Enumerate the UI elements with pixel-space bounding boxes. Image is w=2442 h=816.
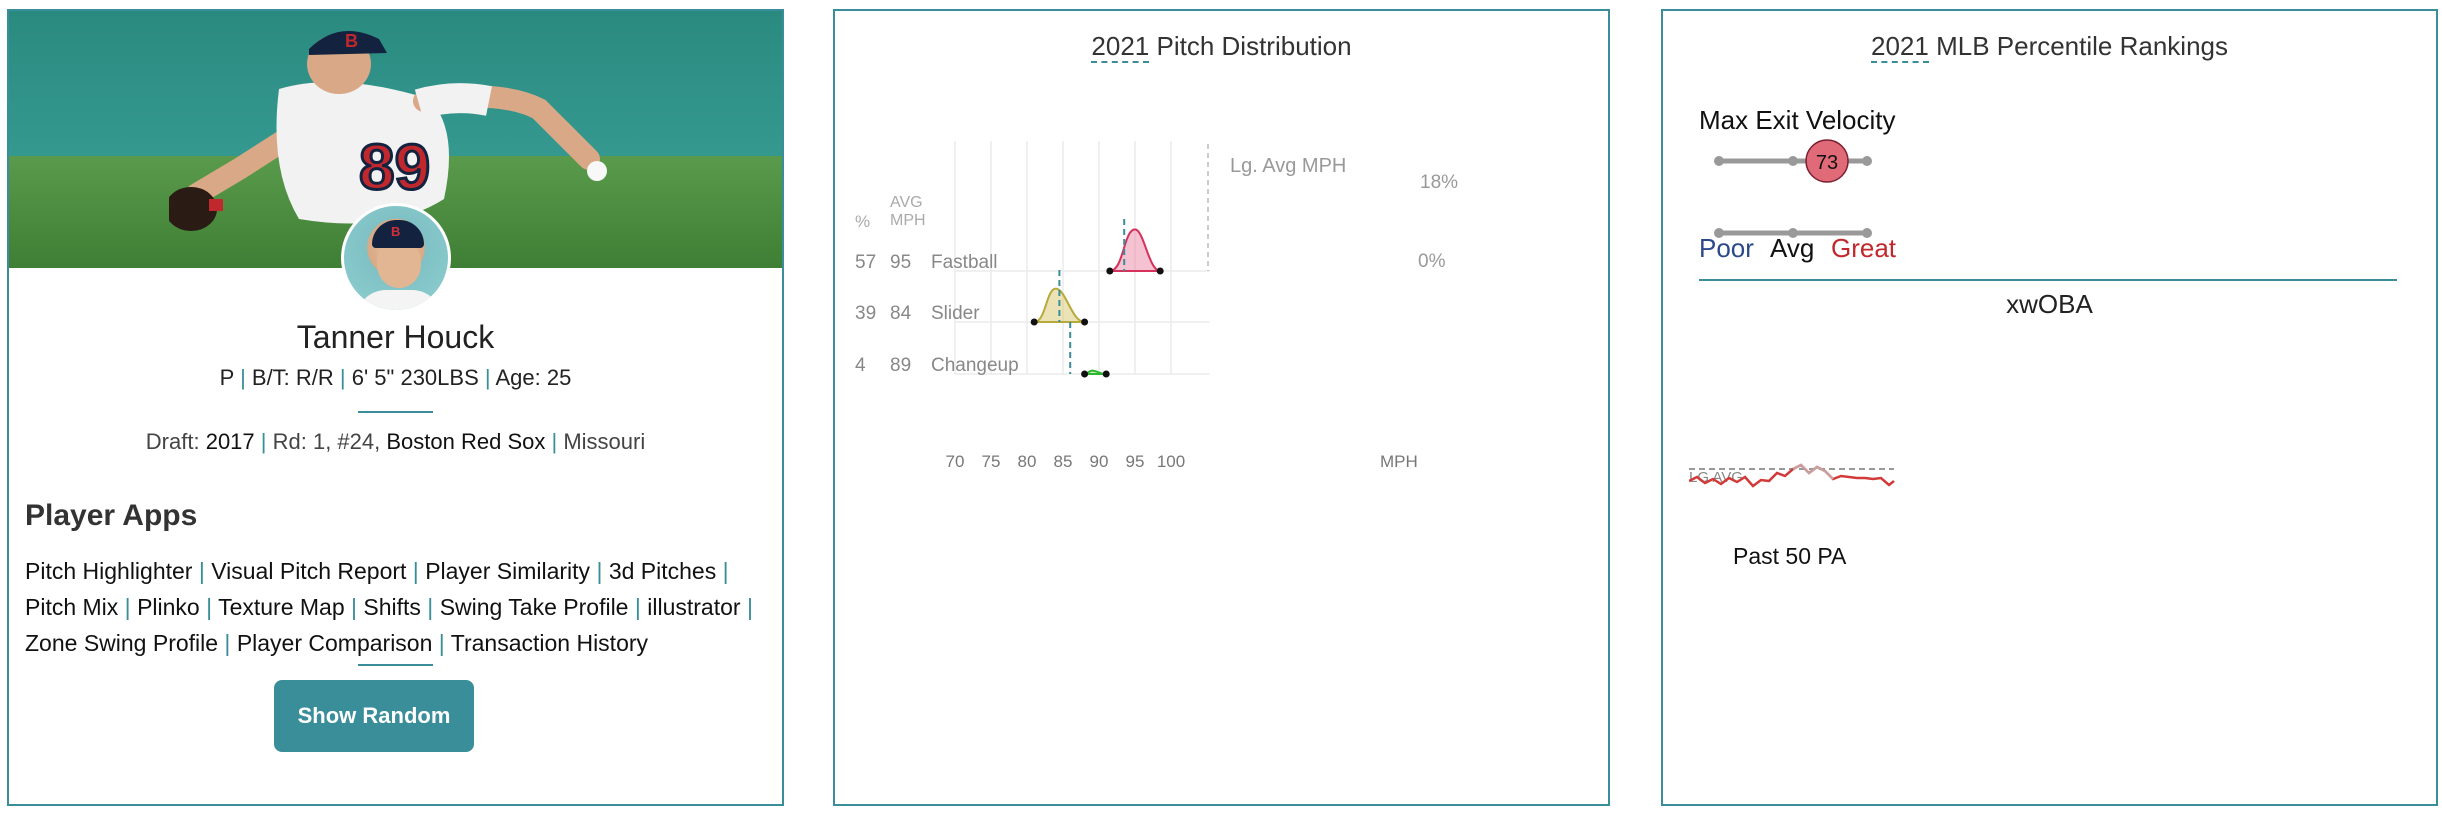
divider (1699, 279, 2397, 281)
app-link-texture-map[interactable]: Texture Map (218, 594, 345, 620)
player-draft: Draft: 2017 | Rd: 1, #24, Boston Red Sox… (145, 429, 646, 454)
pitcher-photo: 89 B (169, 31, 607, 231)
draft-year: 2017 (205, 429, 255, 454)
divider (358, 664, 433, 666)
xwoba-sparkline: LG AVG (1689, 463, 1895, 488)
x-tick-label: 75 (982, 452, 1001, 471)
pitch-distribution-card: 2021 Pitch Distribution % AVG MPH Lg. Av… (833, 9, 1610, 806)
curve-endpoint (1081, 318, 1089, 326)
pitch-type-label: Changeup (931, 355, 1019, 376)
pitch-type-label: Fastball (931, 252, 998, 273)
app-link-pitch-mix[interactable]: Pitch Mix (25, 594, 119, 620)
player-apps-list: Pitch Highlighter | Visual Pitch Report … (25, 558, 753, 656)
player-name: Tanner Houck (296, 319, 495, 355)
curve-endpoint (1081, 370, 1089, 378)
draft-team: Boston Red Sox (386, 429, 546, 454)
player-apps-title: Player Apps (25, 499, 198, 532)
curve-endpoint (1156, 267, 1164, 275)
player-card: 89 B B Tanner Houck P | B/T: R/R | 6' 5"… (7, 9, 784, 806)
percentile-rankings-title: 2021 MLB Percentile Rankings (1871, 31, 2228, 63)
pitch-avg-mph: 84 (890, 303, 912, 324)
legend-great: Great (1831, 233, 1897, 263)
xwoba-title: xwOBA (2006, 289, 2093, 319)
metric-max-exit-velocity-label: Max Exit Velocity (1699, 105, 1896, 135)
x-tick-label: 70 (946, 452, 965, 471)
pitch-density-curve (1109, 228, 1161, 272)
player-avatar: B (341, 203, 451, 313)
app-link-shifts[interactable]: Shifts (363, 594, 421, 620)
player-bio: P | B/T: R/R | 6' 5" 230LBS | Age: 25 (219, 365, 572, 390)
percentile-rankings-year[interactable]: 2021 (1871, 31, 1929, 63)
col-avg-header: AVG (890, 194, 923, 211)
app-link-3d-pitches[interactable]: 3d Pitches (608, 558, 717, 584)
app-link-player-similarity[interactable]: Player Similarity (425, 558, 591, 584)
x-tick-label: 80 (1018, 452, 1037, 471)
pitch-type-label: Slider (931, 303, 980, 324)
pitch-distribution-chart: % AVG MPH Lg. Avg MPH 18% 0% MPH 70 75 80 8… (855, 141, 1458, 471)
pitch-usage-pct: 57 (855, 252, 876, 273)
curve-endpoint (1030, 318, 1038, 326)
past-50-pa-caption: Past 50 PA (1733, 543, 1847, 569)
lg-avg-mph-label: Lg. Avg MPH (1230, 155, 1346, 177)
pitch-distribution-title: 2021 Pitch Distribution (1091, 31, 1352, 63)
draft-round: Rd: 1, #24, (272, 429, 381, 454)
player-age: Age: 25 (495, 365, 572, 390)
col-mph-header: MPH (890, 212, 926, 229)
x-tick-label: 100 (1157, 452, 1185, 471)
app-link-visual-pitch-report[interactable]: Visual Pitch Report (211, 558, 407, 584)
x-tick-label: 85 (1054, 452, 1073, 471)
draft-school: Missouri (563, 429, 646, 454)
percentile-marker[interactable]: 73 (1805, 139, 1849, 183)
svg-text:B: B (345, 31, 358, 51)
player-hero-image: 89 B (9, 11, 782, 268)
app-link-transaction-history[interactable]: Transaction History (450, 630, 649, 656)
pitch-usage-pct: 4 (855, 355, 866, 376)
pitch-avg-mph: 89 (890, 355, 911, 376)
app-link-illustrator[interactable]: illustrator (647, 594, 741, 620)
curve-endpoint (1106, 267, 1114, 275)
player-size: 6' 5" 230LBS (351, 365, 479, 390)
curve-endpoint (1102, 370, 1110, 378)
percentile-slider: 73 (1714, 139, 1872, 238)
legend-poor: Poor (1699, 233, 1754, 263)
app-link-plinko[interactable]: Plinko (137, 594, 200, 620)
app-link-player-comparison[interactable]: Player Comparison (236, 630, 433, 656)
pitch-avg-mph: 95 (890, 252, 911, 273)
pct-bottom-label: 0% (1418, 251, 1446, 272)
percentile-rankings-card: 2021 MLB Percentile Rankings Max Exit Ve… (1661, 9, 2438, 806)
player-bats-throws: B/T: R/R (251, 365, 334, 390)
show-random-video-button[interactable]: Show Random Video (274, 680, 474, 800)
player-position: P (219, 365, 234, 390)
pct-top-label: 18% (1420, 172, 1458, 193)
x-tick-label: 90 (1090, 452, 1109, 471)
divider (358, 411, 433, 413)
x-unit-label: MPH (1380, 452, 1418, 471)
x-tick-label: 95 (1126, 452, 1145, 471)
percentile-value: 73 (1816, 152, 1838, 174)
legend-avg: Avg (1770, 233, 1815, 263)
col-pct-header: % (855, 212, 870, 231)
pitch-distribution-year[interactable]: 2021 (1091, 31, 1150, 63)
app-link-zone-swing-profile[interactable]: Zone Swing Profile (25, 630, 219, 656)
app-link-pitch-highlighter[interactable]: Pitch Highlighter (25, 558, 193, 584)
app-link-swing-take-profile[interactable]: Swing Take Profile (439, 594, 629, 620)
jersey-number: 89 (359, 131, 430, 203)
pitch-usage-pct: 39 (855, 303, 876, 324)
